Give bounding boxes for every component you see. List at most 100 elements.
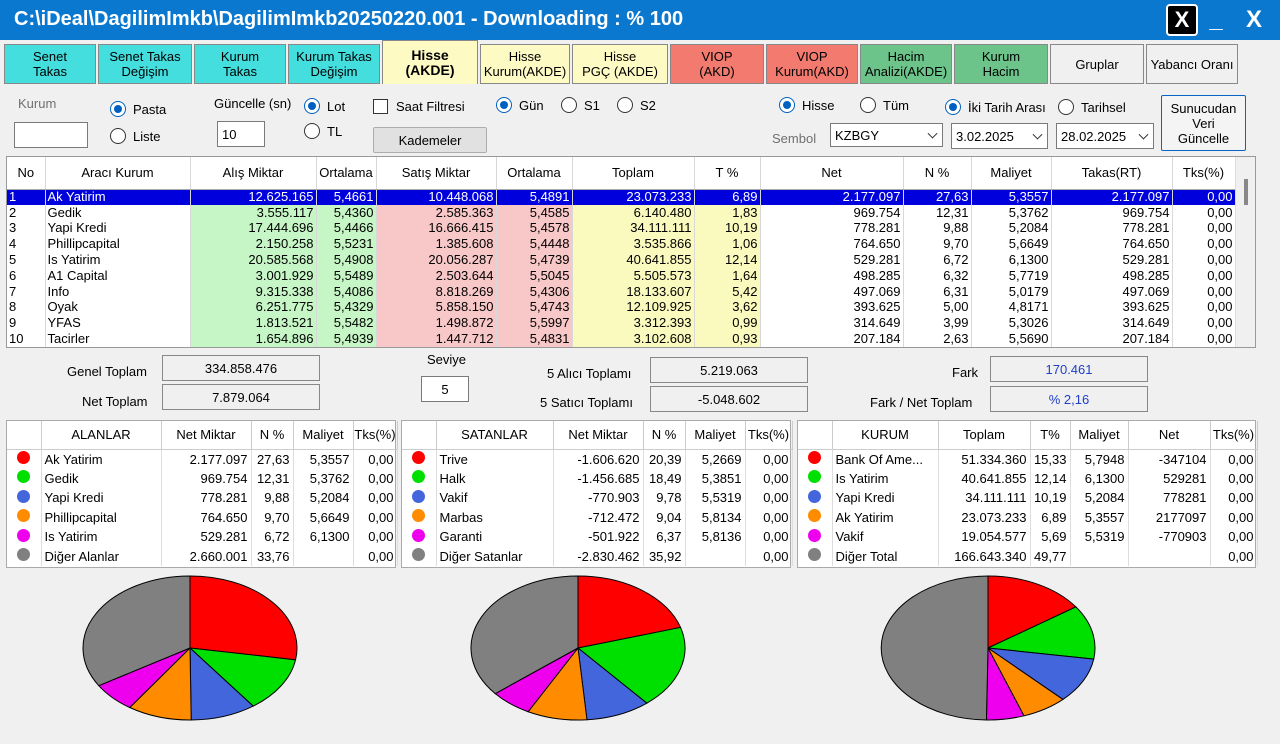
alici-toplami-label: 5 Alıcı Toplamı: [547, 366, 632, 381]
date-from-select[interactable]: 3.02.2025: [951, 123, 1048, 149]
tab-hisse-pg-akde[interactable]: Hisse PGÇ (AKDE): [572, 44, 668, 84]
list-item[interactable]: Is Yatirim 40.641.855 12,14 6,1300 529281 0,0…: [798, 468, 1258, 488]
broker-grid[interactable]: No Aracı Kurum Alış Miktar Ortalama Satış Mi…: [6, 156, 1256, 348]
tab-kurum-takas[interactable]: Kurum Takas: [194, 44, 286, 84]
table-row[interactable]: 2 Gedik 3.555.117 5,4360 2.585.363 5,4585 6.14…: [7, 204, 1236, 221]
grid-cell-n: 2,63: [903, 331, 972, 347]
grid-header-t[interactable]: T %: [694, 157, 761, 190]
list-item[interactable]: Ak Yatirim 2.177.097 27,63 5,3557 0,00: [7, 449, 398, 469]
tab-kurum-hacim[interactable]: Kurum Hacim: [954, 44, 1048, 84]
grid-cell-tks: 0,00: [1172, 204, 1236, 221]
grid-header-n[interactable]: N %: [903, 157, 972, 190]
list-item[interactable]: Diğer Satanlar -2.830.462 35,92 0,00: [402, 546, 793, 566]
grid-header-arac-kurum[interactable]: Aracı Kurum: [45, 157, 191, 190]
kurum-cell-maliyet: 5,5319: [1070, 527, 1129, 547]
s1-radio[interactable]: [561, 97, 577, 113]
satanlar-cell-satanlar: Halk: [436, 468, 554, 488]
tab-hisse-kurum-akde[interactable]: Hisse Kurum(AKDE): [480, 44, 570, 84]
grid-header-takas-rt[interactable]: Takas(RT): [1051, 157, 1173, 190]
tarihsel-radio[interactable]: [1058, 99, 1074, 115]
minimize-button[interactable]: _: [1209, 6, 1223, 33]
list-item[interactable]: Is Yatirim 529.281 6,72 6,1300 0,00: [7, 527, 398, 547]
tab-viop-akd[interactable]: VIOP (AKD): [670, 44, 764, 84]
chevron-down-icon: [1032, 129, 1043, 140]
list-item[interactable]: Gedik 969.754 12,31 5,3762 0,00: [7, 468, 398, 488]
tab-hacim-analizi-akde[interactable]: Hacim Analizi(AKDE): [860, 44, 952, 84]
scrollbar-thumb[interactable]: [1244, 179, 1248, 205]
satanlar-cell-n: 6,37: [643, 527, 686, 547]
tab-gruplar[interactable]: Gruplar: [1050, 44, 1144, 84]
list-item[interactable]: Vakif -770.903 9,78 5,5319 0,00: [402, 488, 793, 508]
grid-header-net[interactable]: Net: [760, 157, 904, 190]
table-row[interactable]: 7 Info 9.315.338 5,4086 8.818.269 5,4306 18.13…: [7, 283, 1236, 300]
pasta-radio[interactable]: [110, 101, 126, 117]
tl-radio[interactable]: [304, 123, 320, 139]
grid-header-ortalama[interactable]: Ortalama: [316, 157, 377, 190]
lot-radio[interactable]: [304, 98, 320, 114]
table-row[interactable]: 6 A1 Capital 3.001.929 5,5489 2.503.644 5,504…: [7, 267, 1236, 284]
list-item[interactable]: Yapi Kredi 34.111.111 10,19 5,2084 778281 0,0…: [798, 488, 1258, 508]
grid-header-toplam[interactable]: Toplam: [572, 157, 695, 190]
title-bar: C:\iDeal\DagilimImkb\DagilimImkb20250220…: [0, 0, 1280, 40]
tab-viop-kurum-akd[interactable]: VIOP Kurum(AKD): [766, 44, 858, 84]
kurum-input[interactable]: [14, 122, 88, 148]
satanlar-cell-tks: 0,00: [745, 546, 793, 566]
date-to-select[interactable]: 28.02.2025: [1056, 123, 1154, 149]
list-item[interactable]: Marbas -712.472 9,04 5,8134 0,00: [402, 507, 793, 527]
grid-header-ortalama[interactable]: Ortalama: [496, 157, 573, 190]
grid-header-tks[interactable]: Tks(%): [1172, 157, 1236, 190]
guncelle-input[interactable]: 10: [217, 121, 265, 147]
table-row[interactable]: 8 Oyak 6.251.775 5,4329 5.858.150 5,4743 12.10…: [7, 299, 1236, 316]
list-item[interactable]: Diğer Total 166.643.340 49,77 0,00: [798, 546, 1258, 566]
seviye-input[interactable]: 5: [421, 376, 469, 402]
saat-filtresi-checkbox[interactable]: [373, 99, 388, 114]
list-item[interactable]: Ak Yatirim 23.073.233 6,89 5,3557 2177097 0,0…: [798, 507, 1258, 527]
hisse-radio[interactable]: [779, 97, 795, 113]
table-row[interactable]: 9 YFAS 1.813.521 5,5482 1.498.872 5,5997 3.312…: [7, 315, 1236, 332]
liste-radio[interactable]: [110, 128, 126, 144]
legend-cell: [7, 527, 42, 547]
grid-cell-ortalama: 5,4306: [496, 283, 573, 300]
list-item[interactable]: Vakif 19.054.577 5,69 5,5319 -770903 0,00: [798, 527, 1258, 547]
iki-tarih-radio[interactable]: [945, 99, 961, 115]
list-item[interactable]: Phillipcapital 764.650 9,70 5,6649 0,00: [7, 507, 398, 527]
legend-cell: [402, 546, 437, 566]
tl-label: TL: [327, 124, 343, 139]
grid-header-maliyet[interactable]: Maliyet: [971, 157, 1052, 190]
sunucudan-guncelle-button[interactable]: Sunucudan Veri Güncelle: [1161, 95, 1246, 151]
list-item[interactable]: Trive -1.606.620 20,39 5,2669 0,00: [402, 449, 793, 469]
list-item[interactable]: Bank Of Ame... 51.334.360 15,33 5,7948 -3471…: [798, 449, 1258, 469]
list-item[interactable]: Yapi Kredi 778.281 9,88 5,2084 0,00: [7, 488, 398, 508]
list-item[interactable]: Halk -1.456.685 18,49 5,3851 0,00: [402, 468, 793, 488]
tum-radio[interactable]: [860, 97, 876, 113]
grid-cell-arac-kurum: Ak Yatirim: [45, 189, 191, 205]
list-item[interactable]: Garanti -501.922 6,37 5,8136 0,00: [402, 527, 793, 547]
grid-header-al-miktar[interactable]: Alış Miktar: [190, 157, 317, 190]
grid-cell-n: 12,31: [903, 204, 972, 221]
table-row[interactable]: 4 Phillipcapital 2.150.258 5,5231 1.385.608 5…: [7, 236, 1236, 253]
tab-senet-takas[interactable]: Senet Takas: [4, 44, 96, 84]
sembol-select[interactable]: KZBGY: [830, 123, 943, 147]
table-row[interactable]: 3 Yapi Kredi 17.444.696 5,4466 16.666.415 5,4…: [7, 220, 1236, 237]
kademeler-button[interactable]: Kademeler: [373, 127, 487, 153]
tab-senet-takas-de-i-im[interactable]: Senet Takas Değişim: [98, 44, 192, 84]
red-dot-icon: [412, 451, 426, 464]
grid-header-no[interactable]: No: [7, 157, 46, 190]
grid-scrollbar[interactable]: [1235, 157, 1255, 347]
table-row[interactable]: 5 Is Yatirim 20.585.568 5,4908 20.056.287 5,4…: [7, 252, 1236, 268]
kurum-label: Kurum: [18, 96, 57, 111]
gun-radio[interactable]: [496, 97, 512, 113]
alanlar-cell-maliyet: 6,1300: [293, 527, 354, 547]
tab-kurum-takas-de-i-im[interactable]: Kurum Takas Değişim: [288, 44, 380, 84]
x-logo-icon[interactable]: X: [1166, 4, 1198, 36]
grid-header-sat-miktar[interactable]: Satış Miktar: [376, 157, 497, 190]
close-button[interactable]: X: [1245, 6, 1262, 33]
s2-radio[interactable]: [617, 97, 633, 113]
list-item[interactable]: Diğer Alanlar 2.660.001 33,76 0,00: [7, 546, 398, 566]
table-row[interactable]: 1 Ak Yatirim 12.625.165 5,4661 10.448.068 5,4…: [7, 189, 1236, 205]
alici-toplami-value: 5.219.063: [650, 357, 808, 383]
tab-hisse-akde[interactable]: Hisse (AKDE): [382, 40, 478, 84]
tab-yabanc-oran[interactable]: Yabancı Oranı: [1146, 44, 1238, 84]
pie-slice-di-er-alanlar: [82, 575, 191, 687]
table-row[interactable]: 10 Tacirler 1.654.896 5,4939 1.447.712 5,4831…: [7, 331, 1236, 347]
